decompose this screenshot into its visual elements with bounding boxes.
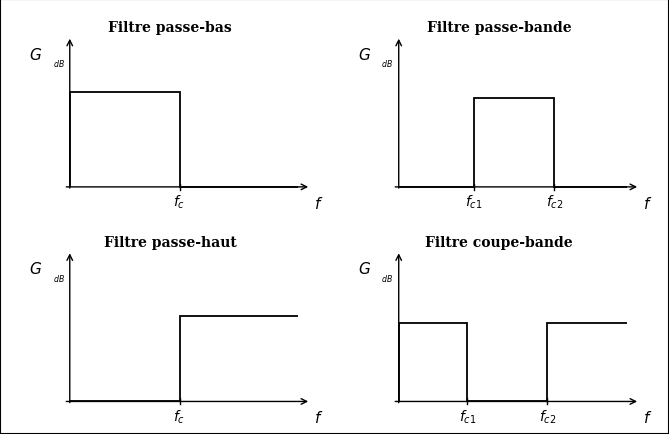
Text: $f_{c1}$: $f_{c1}$ xyxy=(466,194,483,211)
Text: $_{dB}$: $_{dB}$ xyxy=(53,273,64,285)
Text: $G$: $G$ xyxy=(358,47,371,62)
Text: $f$: $f$ xyxy=(643,409,652,425)
Text: Filtre passe-bas: Filtre passe-bas xyxy=(108,21,232,35)
Text: $_{dB}$: $_{dB}$ xyxy=(53,59,64,71)
Text: $G$: $G$ xyxy=(29,261,42,277)
Text: $f_{c2}$: $f_{c2}$ xyxy=(539,408,556,425)
Text: Filtre passe-haut: Filtre passe-haut xyxy=(104,235,236,249)
Text: $G$: $G$ xyxy=(29,47,42,62)
Text: $_{dB}$: $_{dB}$ xyxy=(381,59,393,71)
Text: $_{dB}$: $_{dB}$ xyxy=(381,273,393,285)
Text: $f_{c2}$: $f_{c2}$ xyxy=(545,194,563,211)
Text: $f_c$: $f_c$ xyxy=(173,194,185,211)
Text: $f$: $f$ xyxy=(314,195,323,211)
Text: $f$: $f$ xyxy=(314,409,323,425)
Text: $f_{c1}$: $f_{c1}$ xyxy=(458,408,476,425)
Text: $G$: $G$ xyxy=(358,261,371,277)
Text: Filtre coupe-bande: Filtre coupe-bande xyxy=(425,235,573,249)
Text: Filtre passe-bande: Filtre passe-bande xyxy=(427,21,571,35)
Text: $f$: $f$ xyxy=(643,195,652,211)
Text: $f_c$: $f_c$ xyxy=(173,408,185,425)
